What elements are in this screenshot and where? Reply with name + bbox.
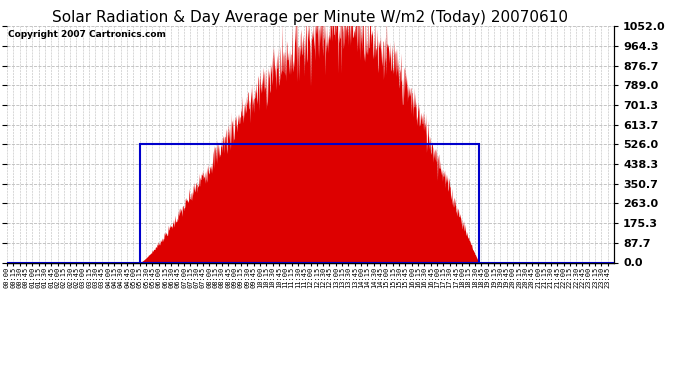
- Bar: [140, 144, 479, 262]
- Title: Solar Radiation & Day Average per Minute W/m2 (Today) 20070610: Solar Radiation & Day Average per Minute…: [52, 10, 569, 25]
- Text: Copyright 2007 Cartronics.com: Copyright 2007 Cartronics.com: [8, 30, 166, 39]
